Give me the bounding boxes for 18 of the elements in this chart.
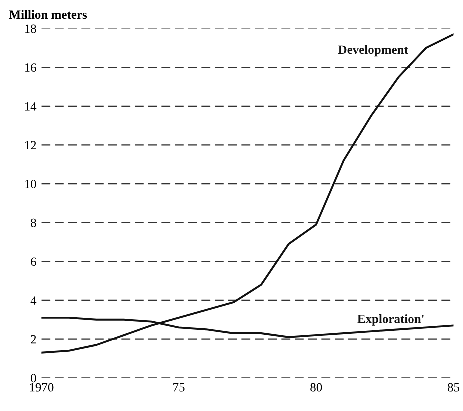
y-tick-label: 16 [25, 64, 36, 72]
x-tick-label: 85 [448, 383, 460, 392]
y-tick-label: 6 [31, 258, 36, 266]
y-axis-title: Million meters [9, 10, 88, 20]
series-label: Exploration' [358, 314, 424, 326]
x-tick-label: 75 [174, 383, 185, 392]
x-tick-label: 80 [310, 383, 322, 392]
y-tick-label: 8 [31, 218, 36, 228]
x-tick-label: 1970 [30, 383, 54, 392]
line-series [42, 34, 454, 354]
y-tick-label: 18 [25, 24, 36, 34]
y-tick-label: 12 [25, 141, 36, 150]
y-tick-label: 14 [25, 102, 37, 111]
y-tick-label: 2 [31, 335, 36, 344]
y-tick-label: 4 [30, 296, 37, 305]
y-tick-label: 10 [25, 180, 36, 188]
y-tick-label: 0 [31, 374, 36, 383]
series-label: Development [338, 45, 408, 57]
